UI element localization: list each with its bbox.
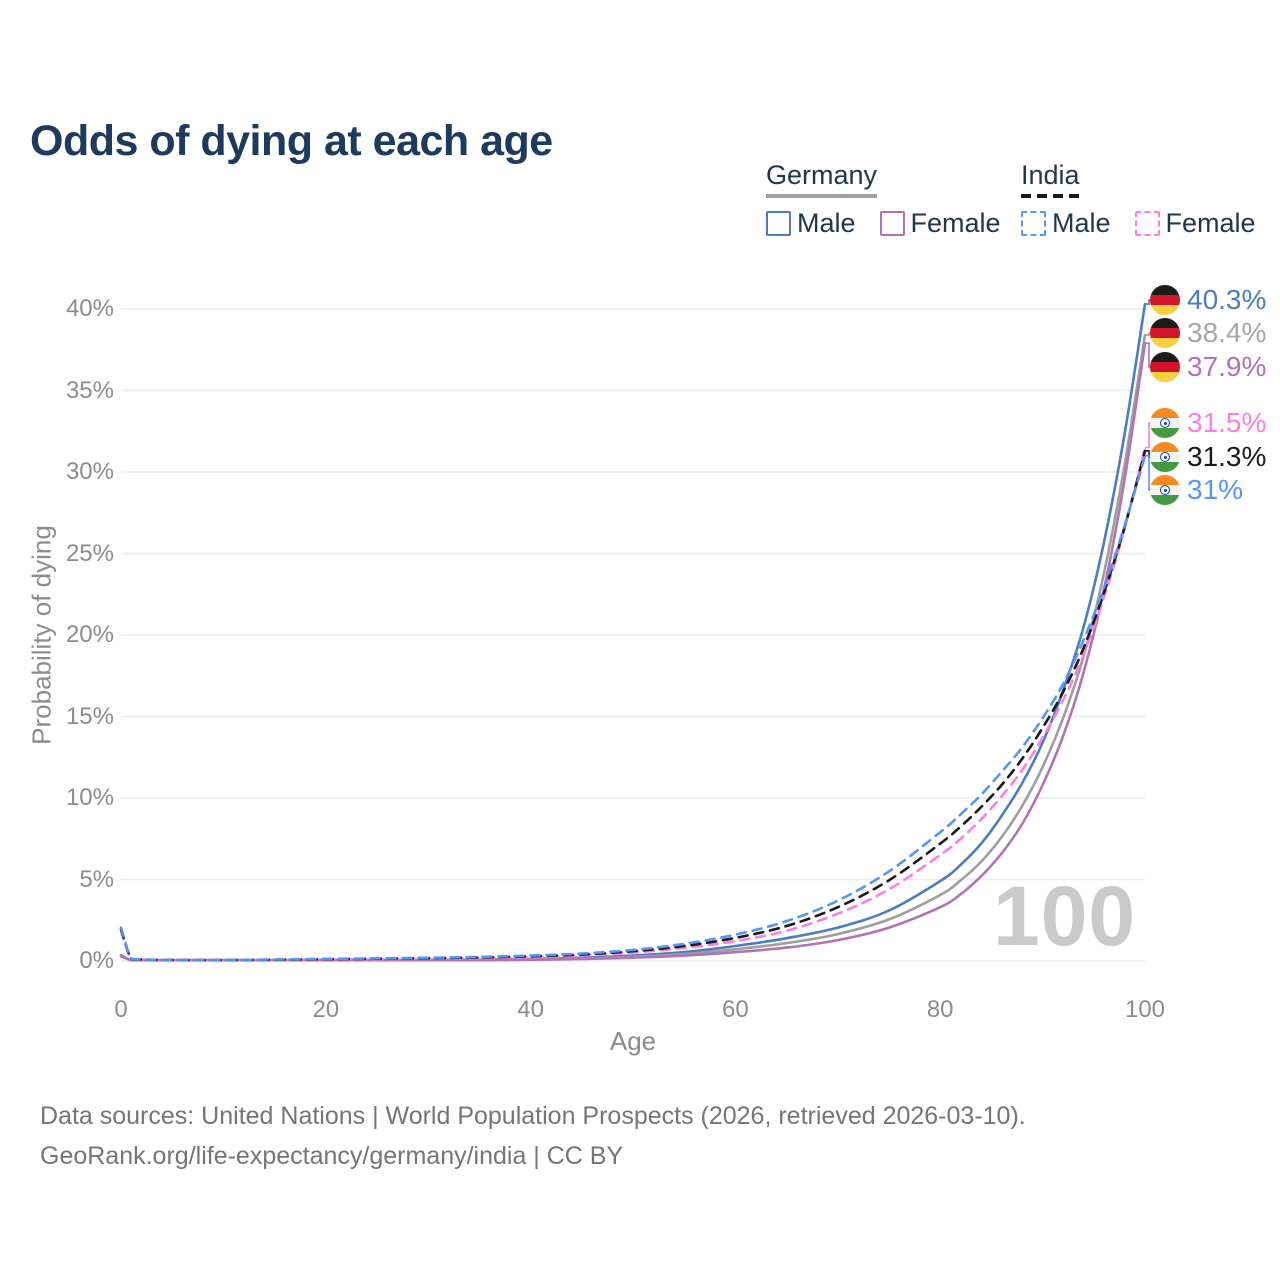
end-label-value-germany-male: 40.3% xyxy=(1187,284,1267,315)
end-label-value-india-both-sexes: 31.3% xyxy=(1187,441,1267,472)
legend-group-india: India Male Female xyxy=(1021,160,1256,239)
x-tick-40: 40 xyxy=(517,996,544,1023)
india-female-swatch-icon xyxy=(1134,211,1160,236)
ashoka-chakra-icon xyxy=(1160,418,1170,428)
end-label-india-both-sexes: 31.3% xyxy=(1150,441,1266,473)
footer-data-sources: Data sources: United Nations | World Pop… xyxy=(40,1102,1026,1130)
end-label-germany-both-sexes: 38.4% xyxy=(1150,317,1266,349)
legend-germany-label: Germany xyxy=(766,160,878,190)
legend-india-male-label: Male xyxy=(1052,208,1111,238)
legend-group-germany: Germany Male Female xyxy=(766,160,1001,239)
legend-germany-male-label: Male xyxy=(797,208,856,238)
flag-germany-icon xyxy=(1150,352,1180,382)
legend-india-female[interactable]: Female xyxy=(1134,208,1256,239)
end-label-value-india-female: 31.5% xyxy=(1187,407,1267,438)
y-tick-40: 40% xyxy=(65,295,114,322)
ashoka-chakra-icon xyxy=(1160,452,1170,462)
x-axis-title: Age xyxy=(609,1026,657,1056)
footer: Data sources: United Nations | World Pop… xyxy=(40,1096,1026,1176)
y-tick-10: 10% xyxy=(65,784,114,811)
y-tick-15: 15% xyxy=(65,702,114,730)
end-label-germany-male: 40.3% xyxy=(1150,284,1266,316)
germany-female-swatch-icon xyxy=(879,211,905,236)
flag-india-icon xyxy=(1150,442,1180,472)
india-linestyle-swatch xyxy=(1021,194,1080,198)
series-line-india-male[interactable] xyxy=(119,454,1147,962)
y-tick-5: 5% xyxy=(79,865,114,893)
x-tick-80: 80 xyxy=(926,996,954,1023)
page-title: Odds of dying at each age xyxy=(30,116,553,165)
end-label-value-germany-both-sexes: 38.4% xyxy=(1187,317,1267,348)
series-line-germany-female[interactable] xyxy=(119,341,1147,962)
age-scrubber-watermark: 100 xyxy=(993,869,1137,963)
series-line-india-female[interactable] xyxy=(119,446,1147,962)
end-label-india-female: 31.5% xyxy=(1150,407,1266,439)
end-label-india-male: 31% xyxy=(1150,474,1243,506)
end-label-value-germany-female: 37.9% xyxy=(1187,351,1267,382)
footer-attribution: GeoRank.org/life-expectancy/germany/indi… xyxy=(40,1142,624,1170)
y-tick-25: 25% xyxy=(65,539,114,567)
germany-linestyle-swatch xyxy=(766,194,878,198)
india-male-swatch-icon xyxy=(1021,211,1046,236)
ashoka-chakra-icon xyxy=(1160,485,1170,495)
x-tick-100: 100 xyxy=(1124,996,1166,1023)
legend-germany-male[interactable]: Male xyxy=(766,208,856,239)
end-label-value-india-male: 31% xyxy=(1187,474,1244,505)
legend-india-male[interactable]: Male xyxy=(1021,208,1111,239)
legend-germany-female-label: Female xyxy=(910,208,1001,238)
legend-germany-female[interactable]: Female xyxy=(879,208,1001,239)
y-tick-30: 30% xyxy=(65,458,114,485)
flag-germany-icon xyxy=(1150,285,1180,315)
series-line-germany-male[interactable] xyxy=(119,302,1147,962)
y-axis-title: Probability of dying xyxy=(26,525,57,745)
legend-germany-header[interactable]: Germany xyxy=(766,160,878,198)
flag-india-icon xyxy=(1150,408,1180,438)
legend-india-female-label: Female xyxy=(1165,208,1256,238)
y-tick-0: 0% xyxy=(79,947,114,974)
y-tick-20: 20% xyxy=(65,621,114,648)
end-label-germany-female: 37.9% xyxy=(1150,351,1266,383)
x-tick-20: 20 xyxy=(312,996,340,1023)
x-tick-0: 0 xyxy=(114,996,128,1023)
legend-india-label: India xyxy=(1021,160,1080,190)
legend-india-header[interactable]: India xyxy=(1021,160,1080,198)
germany-male-swatch-icon xyxy=(766,211,791,236)
flag-india-icon xyxy=(1150,475,1180,505)
flag-germany-icon xyxy=(1150,318,1180,348)
y-tick-35: 35% xyxy=(65,376,114,404)
x-tick-60: 60 xyxy=(722,996,749,1023)
series-line-india-both-sexes[interactable] xyxy=(119,449,1147,962)
